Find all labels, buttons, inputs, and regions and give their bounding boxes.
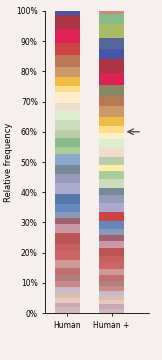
Bar	[55, 212, 80, 218]
Bar	[99, 221, 124, 229]
Bar	[99, 133, 124, 139]
Bar	[99, 300, 124, 304]
Bar	[55, 292, 80, 298]
Bar	[55, 244, 80, 251]
Bar	[55, 42, 80, 55]
Bar	[99, 248, 124, 256]
Bar	[99, 179, 124, 188]
Bar	[99, 195, 124, 203]
Bar	[55, 298, 80, 303]
Bar	[55, 154, 80, 165]
Bar	[55, 67, 80, 77]
Bar	[99, 256, 124, 262]
Bar	[55, 77, 80, 86]
Bar	[99, 14, 124, 24]
Bar	[55, 165, 80, 174]
Bar	[55, 183, 80, 194]
Bar	[99, 49, 124, 59]
Bar	[55, 224, 80, 233]
Bar	[99, 309, 124, 313]
Y-axis label: Relative frequency: Relative frequency	[4, 122, 13, 202]
Bar	[99, 203, 124, 212]
Bar	[99, 291, 124, 295]
Bar	[99, 282, 124, 286]
Bar	[99, 85, 124, 97]
Bar	[55, 103, 80, 111]
Bar	[99, 229, 124, 235]
Bar	[55, 93, 80, 103]
Bar	[99, 24, 124, 38]
Bar	[55, 174, 80, 183]
Bar	[55, 15, 80, 29]
Bar	[99, 262, 124, 269]
Bar	[99, 73, 124, 85]
Bar	[55, 282, 80, 288]
Bar	[55, 194, 80, 204]
Bar	[55, 3, 80, 15]
Bar	[99, 106, 124, 117]
Bar	[55, 275, 80, 282]
Bar	[55, 29, 80, 42]
Bar	[55, 0, 80, 3]
Bar	[99, 165, 124, 171]
Bar	[55, 218, 80, 224]
Bar	[99, 126, 124, 133]
Bar	[55, 268, 80, 275]
Bar	[55, 307, 80, 313]
Bar	[99, 212, 124, 221]
Bar	[99, 171, 124, 179]
Bar	[55, 204, 80, 212]
Bar	[99, 304, 124, 309]
Bar	[55, 147, 80, 154]
Bar	[99, 38, 124, 49]
Bar	[55, 86, 80, 93]
Bar	[99, 286, 124, 291]
Bar	[99, 59, 124, 73]
Bar	[99, 139, 124, 148]
Bar	[55, 288, 80, 292]
Bar	[99, 97, 124, 106]
Bar	[55, 111, 80, 120]
Bar	[55, 130, 80, 138]
Bar	[55, 120, 80, 130]
Bar	[99, 295, 124, 300]
Bar	[99, 0, 124, 5]
Bar	[55, 233, 80, 244]
Bar	[55, 251, 80, 260]
Bar	[99, 275, 124, 282]
Bar	[99, 117, 124, 126]
Bar	[99, 235, 124, 240]
Bar	[55, 303, 80, 307]
Bar	[99, 157, 124, 165]
Bar	[55, 55, 80, 67]
Bar	[55, 260, 80, 268]
Bar	[99, 5, 124, 14]
Bar	[99, 188, 124, 195]
Bar	[99, 269, 124, 275]
Bar	[99, 148, 124, 157]
Bar	[55, 138, 80, 147]
Bar	[99, 240, 124, 248]
